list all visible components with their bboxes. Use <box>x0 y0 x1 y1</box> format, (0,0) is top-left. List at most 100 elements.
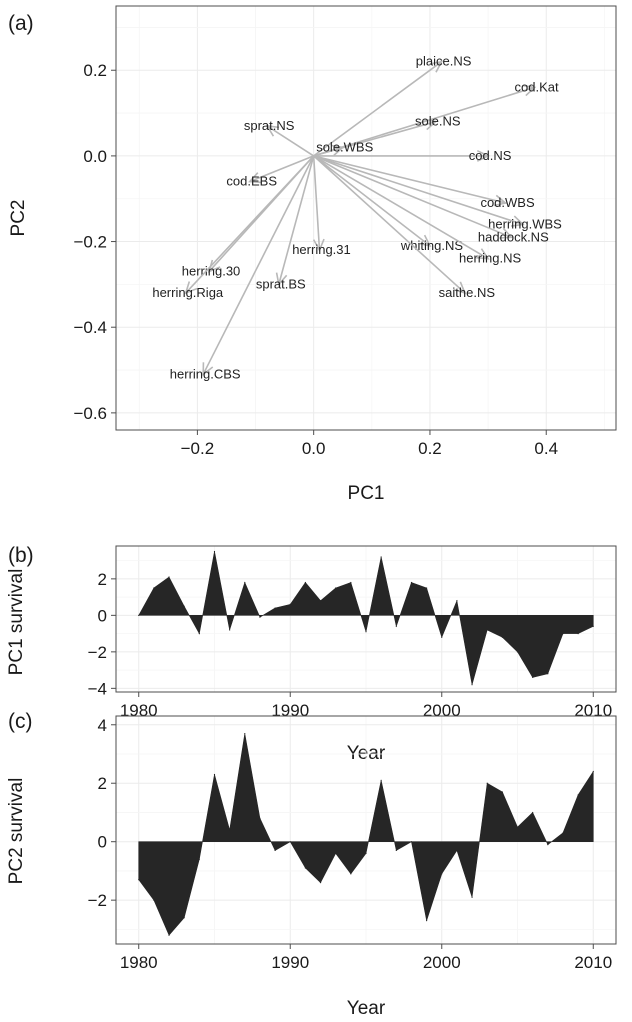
y-axis-label: PC2 survival <box>6 778 27 885</box>
data-point <box>456 849 458 852</box>
vector-label: herring.CBS <box>170 366 241 381</box>
x-tick-label: 0.0 <box>302 439 326 458</box>
data-point <box>592 625 594 627</box>
data-point <box>592 770 594 773</box>
data-point <box>259 616 261 618</box>
arrow-head <box>418 234 432 247</box>
data-points <box>138 732 594 936</box>
data-point <box>213 550 216 553</box>
y-tick-label: −0.6 <box>73 404 107 423</box>
panel-border <box>115 715 617 945</box>
panel-label: (b) <box>8 544 34 567</box>
data-point <box>410 841 413 843</box>
x-tick-label: 0.2 <box>418 439 442 458</box>
data-point <box>244 581 246 584</box>
arrow-head <box>453 281 467 295</box>
arrow-head <box>202 362 214 376</box>
arrow-head <box>265 124 280 137</box>
data-point <box>304 867 306 869</box>
panel-label: (a) <box>8 12 34 35</box>
x-tick-label: 0.4 <box>534 439 558 458</box>
y-axis-label: PC2 <box>8 200 29 237</box>
arrow-head <box>207 259 221 273</box>
survival-area <box>138 733 594 936</box>
data-point <box>380 556 382 558</box>
data-point <box>138 614 140 616</box>
panel-border <box>115 5 617 431</box>
arrow-head <box>510 215 525 227</box>
data-point <box>289 603 291 606</box>
vector-label: herring.31 <box>292 242 351 257</box>
data-point <box>335 587 337 589</box>
data-point <box>395 849 397 852</box>
vector-label: herring.WBS <box>488 216 562 231</box>
data-point <box>350 873 352 875</box>
data-point <box>183 605 185 607</box>
data-point <box>516 651 519 653</box>
vector-label: herring.NS <box>459 251 521 266</box>
data-point <box>577 633 579 635</box>
data-point <box>259 817 261 819</box>
arrow-head <box>522 84 537 97</box>
vector-label: sprat.NS <box>244 118 295 133</box>
data-point <box>395 625 397 627</box>
data-point <box>319 600 322 602</box>
data-point <box>501 636 503 638</box>
data-point <box>365 852 367 854</box>
y-tick-label: −2 <box>88 643 107 662</box>
data-point <box>168 576 170 578</box>
data-point <box>198 858 200 860</box>
loading-vectors: plaice.NS cod.Kat sole.NS sprat.NS sole.WBS c… <box>152 54 562 382</box>
y-tick-label: −0.4 <box>73 318 107 337</box>
loading-arrow <box>278 155 315 285</box>
grid <box>116 6 616 430</box>
data-point <box>274 849 276 852</box>
loading-arrow <box>185 155 315 294</box>
x-tick-label: 1980 <box>120 701 158 720</box>
data-point <box>532 811 534 814</box>
arrow-head <box>423 118 438 131</box>
x-tick-label: 2010 <box>574 953 612 972</box>
y-tick-label: 0.2 <box>83 61 107 80</box>
data-point <box>456 600 458 602</box>
data-point <box>441 873 443 875</box>
loading-arrow <box>313 155 512 239</box>
loading-arrow <box>313 155 524 226</box>
data-point <box>153 899 155 901</box>
data-point <box>426 587 428 589</box>
x-tick-label: 1990 <box>271 953 309 972</box>
data-point <box>229 629 231 631</box>
x-axis-label: PC1 <box>348 483 385 504</box>
vector-label: sprat.BS <box>256 276 306 291</box>
x-tick-label: −0.2 <box>181 439 215 458</box>
loading-arrow <box>313 61 443 157</box>
data-point <box>229 829 231 831</box>
x-tick-label: 1980 <box>120 953 158 972</box>
loading-arrow <box>202 155 315 375</box>
y-tick-label: −0.2 <box>73 233 107 252</box>
data-point <box>380 779 382 781</box>
vector-label: herring.30 <box>182 264 241 279</box>
data-point <box>471 896 473 898</box>
y-tick-label: −4 <box>88 679 107 698</box>
data-point <box>365 631 367 633</box>
arrow-head <box>499 227 514 239</box>
data-point <box>183 917 185 919</box>
x-axis-label: Year <box>347 998 386 1019</box>
data-point <box>350 581 352 584</box>
loading-arrow <box>249 155 314 183</box>
data-point <box>486 782 488 784</box>
data-point <box>426 920 428 922</box>
loading-arrow <box>313 155 466 294</box>
y-tick-label: 2 <box>98 570 107 589</box>
loading-arrow <box>313 86 535 157</box>
data-point <box>168 934 170 936</box>
y-tick-label: 0 <box>98 833 107 852</box>
vector-label: whiting.NS <box>400 238 463 253</box>
data-point <box>577 794 579 796</box>
vector-label: sole.NS <box>415 114 461 129</box>
vector-label: sole.WBS <box>316 139 373 154</box>
y-axis-label: PC1 survival <box>6 569 27 676</box>
panel-border <box>115 545 617 693</box>
